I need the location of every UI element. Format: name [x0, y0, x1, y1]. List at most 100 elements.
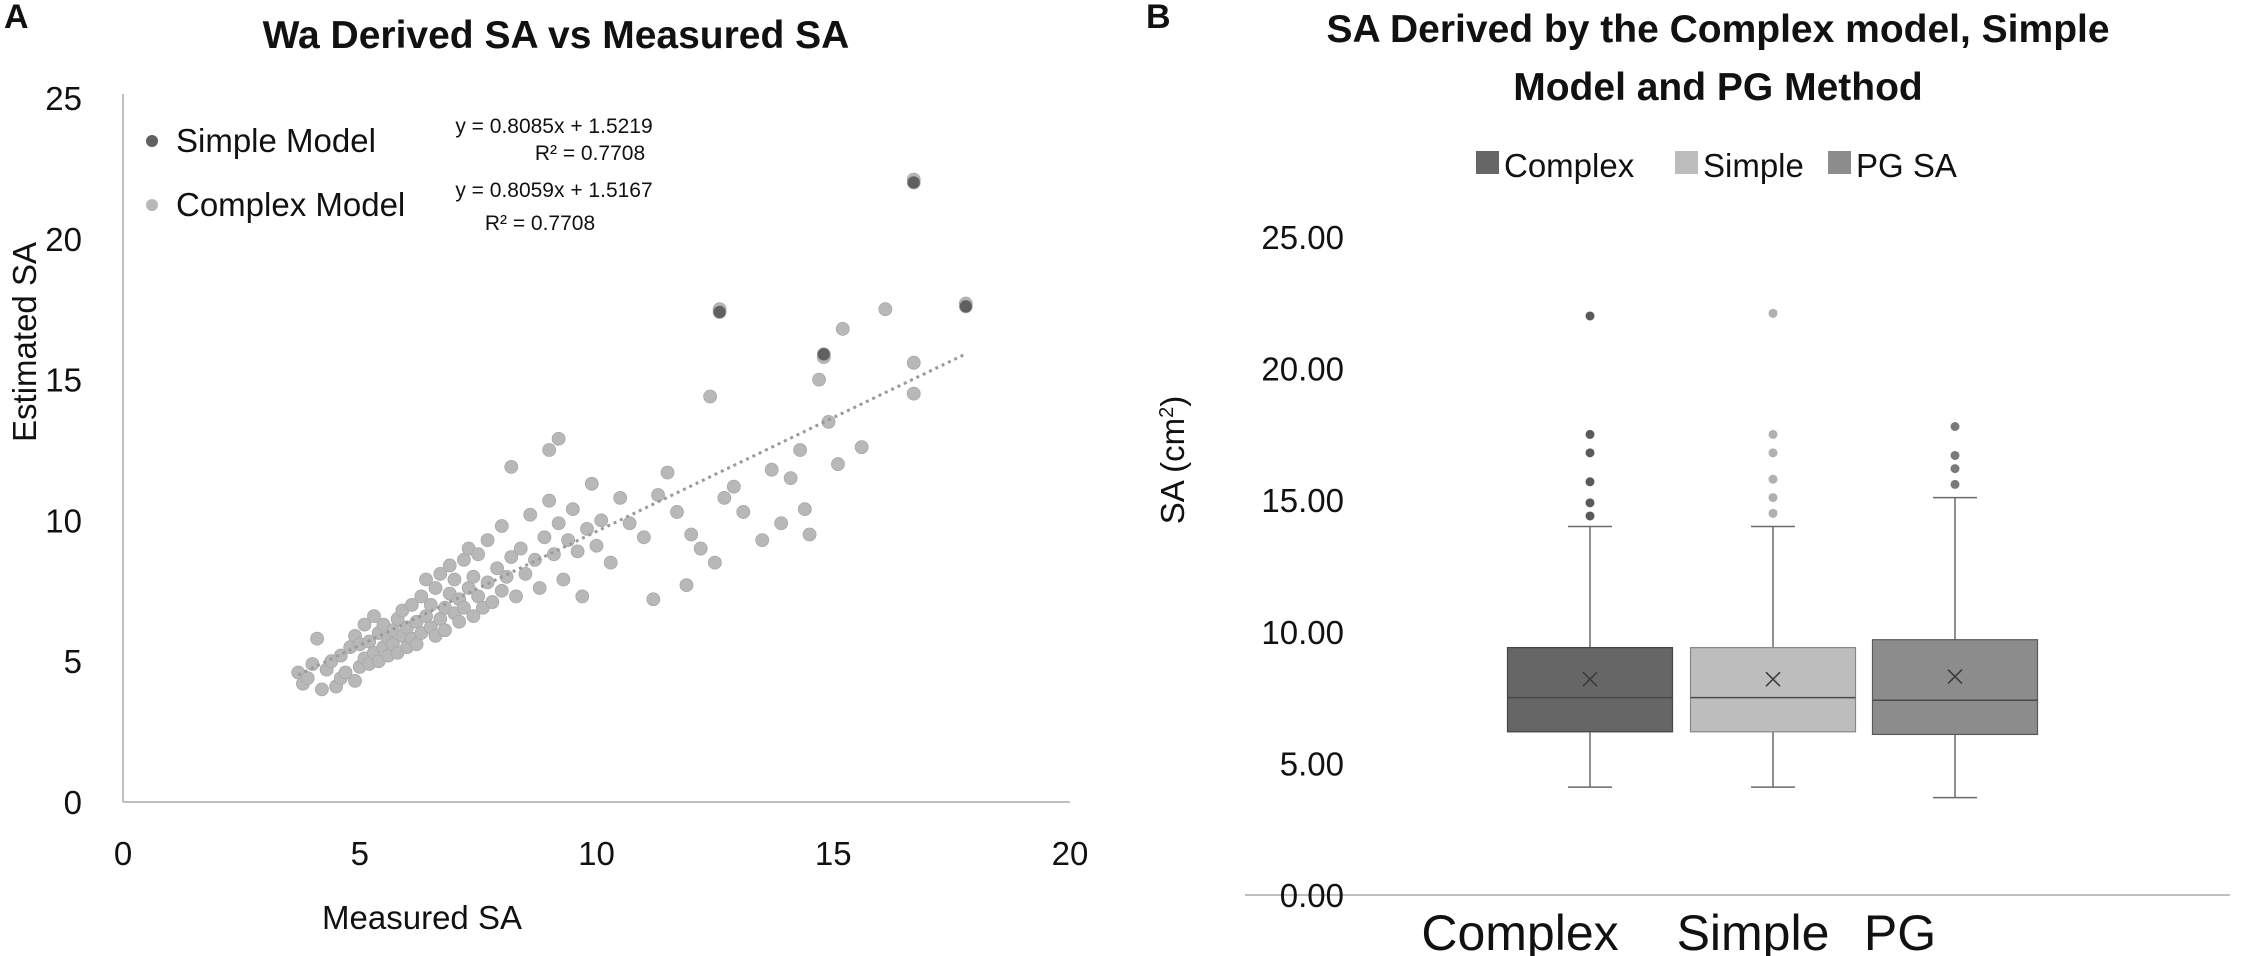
complex-model-point — [797, 502, 812, 517]
boxplot-y-axis-title-text: SA (cm — [1154, 418, 1191, 524]
complex-outlier — [1585, 448, 1595, 458]
legend-pg-sa: PG SA — [1856, 147, 1957, 184]
pg-outlier — [1950, 422, 1960, 432]
complex-model-point — [793, 443, 808, 457]
boxplot-y-axis-title: SA (cm2) — [1154, 396, 1191, 524]
boxplot-y-tick: 0.00 — [1280, 877, 1344, 914]
complex-model-point — [575, 589, 590, 604]
simple-model-point — [906, 175, 921, 190]
boxplot-category-label: Complex — [1421, 905, 1618, 956]
complex-model-point — [764, 462, 779, 477]
complex-model-point — [551, 431, 566, 446]
complex-model-point — [428, 581, 443, 595]
complex-model-point — [338, 665, 353, 680]
pg-outlier — [1950, 464, 1960, 474]
complex-model-point — [523, 507, 538, 522]
complex-model-point — [367, 609, 381, 624]
panel-b-label: B — [1146, 0, 1171, 36]
panel-a: A Wa Derived SA vs Measured SA 0 5 10 15… — [4, 0, 1088, 936]
complex-model-point — [812, 372, 826, 387]
complex-model-point — [528, 552, 542, 567]
complex-model-point — [513, 541, 528, 556]
legend-swatch-pg — [1828, 151, 1851, 174]
boxplot-category-label: Simple — [1677, 905, 1830, 956]
legend-swatch-complex — [1476, 151, 1499, 174]
complex-model-point — [452, 614, 467, 629]
simple-outlier — [1768, 429, 1778, 439]
complex-model-point — [774, 516, 789, 531]
complex-model-point — [603, 555, 618, 570]
complex-model-point — [438, 623, 452, 638]
scatter-y-tick: 20 — [45, 221, 82, 258]
complex-model-point — [660, 465, 675, 480]
boxplot-title-line-2: Model and PG Method — [1513, 66, 1922, 109]
complex-model-point — [442, 558, 457, 573]
boxplot-y-axis-title-close: ) — [1154, 396, 1191, 407]
legend-marker-complex — [146, 199, 158, 211]
simple-outlier — [1768, 308, 1778, 318]
simple-outlier — [1768, 474, 1778, 484]
complex-model-point — [348, 674, 362, 688]
boxplot-title-line-1: SA Derived by the Complex model, Simple — [1326, 8, 2109, 51]
scatter-y-tick: 10 — [45, 502, 82, 539]
simple-box — [1689, 646, 1857, 733]
complex-model-point — [423, 597, 438, 612]
complex-model-point — [589, 538, 604, 553]
boxplot-y-tick: 15.00 — [1261, 482, 1344, 519]
complex-model-point — [707, 555, 722, 570]
complex-model-point — [494, 519, 509, 533]
complex-model-point — [419, 572, 433, 587]
boxplot-category-label: PG — [1864, 905, 1936, 956]
complex-model-point — [565, 502, 580, 517]
scatter-trendline — [297, 352, 967, 677]
complex-outlier — [1585, 429, 1595, 439]
complex-model-point — [684, 527, 699, 542]
complex-model-point — [504, 550, 519, 564]
complex-model-point — [504, 459, 519, 474]
complex-model-point — [490, 561, 504, 576]
complex-model-point — [466, 609, 481, 624]
complex-model-point — [457, 600, 471, 615]
simple-mean-marker — [1765, 671, 1781, 687]
complex-mean-marker — [1582, 671, 1598, 687]
complex-model-point — [854, 440, 869, 455]
complex-model-point — [835, 322, 850, 336]
complex-model-point — [594, 513, 609, 528]
r-squared-simple: R² = 0.7708 — [535, 142, 645, 165]
legend-swatch-simple — [1675, 151, 1698, 174]
complex-model-point — [494, 583, 509, 598]
pg-outlier — [1950, 479, 1960, 489]
equation-simple: y = 0.8085x + 1.5219 — [455, 115, 652, 138]
complex-model-point — [542, 493, 557, 508]
complex-model-point — [433, 567, 448, 581]
complex-model-point — [906, 355, 921, 370]
legend-complex-model: Complex Model — [176, 186, 405, 223]
panel-a-label: A — [4, 0, 29, 36]
complex-model-point — [447, 572, 462, 587]
complex-model-point — [584, 476, 599, 491]
complex-model-point — [651, 488, 665, 502]
scatter-x-tick: 10 — [578, 835, 615, 872]
complex-model-point — [518, 567, 533, 581]
scatter-x-axis-title: Measured SA — [322, 899, 522, 936]
complex-model-point — [532, 581, 547, 595]
pg-outlier — [1950, 450, 1960, 460]
complex-model-point — [679, 578, 694, 593]
scatter-y-tick: 5 — [64, 643, 82, 680]
boxplot-y-tick: 10.00 — [1261, 614, 1344, 651]
scatter-y-tick: 15 — [45, 362, 82, 399]
complex-model-point — [646, 592, 661, 607]
complex-model-point — [471, 547, 486, 562]
scatter-y-tick: 0 — [64, 784, 82, 821]
complex-outlier — [1585, 311, 1595, 321]
complex-model-point — [556, 572, 571, 587]
scatter-y-axis-title: Estimated SA — [6, 242, 43, 442]
panel-b: B SA Derived by the Complex model, Simpl… — [1146, 0, 2230, 956]
complex-model-point — [570, 544, 585, 559]
scatter-x-tick: 15 — [815, 835, 852, 872]
complex-model-point — [542, 443, 557, 457]
complex-outlier — [1585, 498, 1595, 508]
simple-model-point — [712, 305, 727, 319]
equation-complex: y = 0.8059x + 1.5167 — [455, 179, 652, 202]
